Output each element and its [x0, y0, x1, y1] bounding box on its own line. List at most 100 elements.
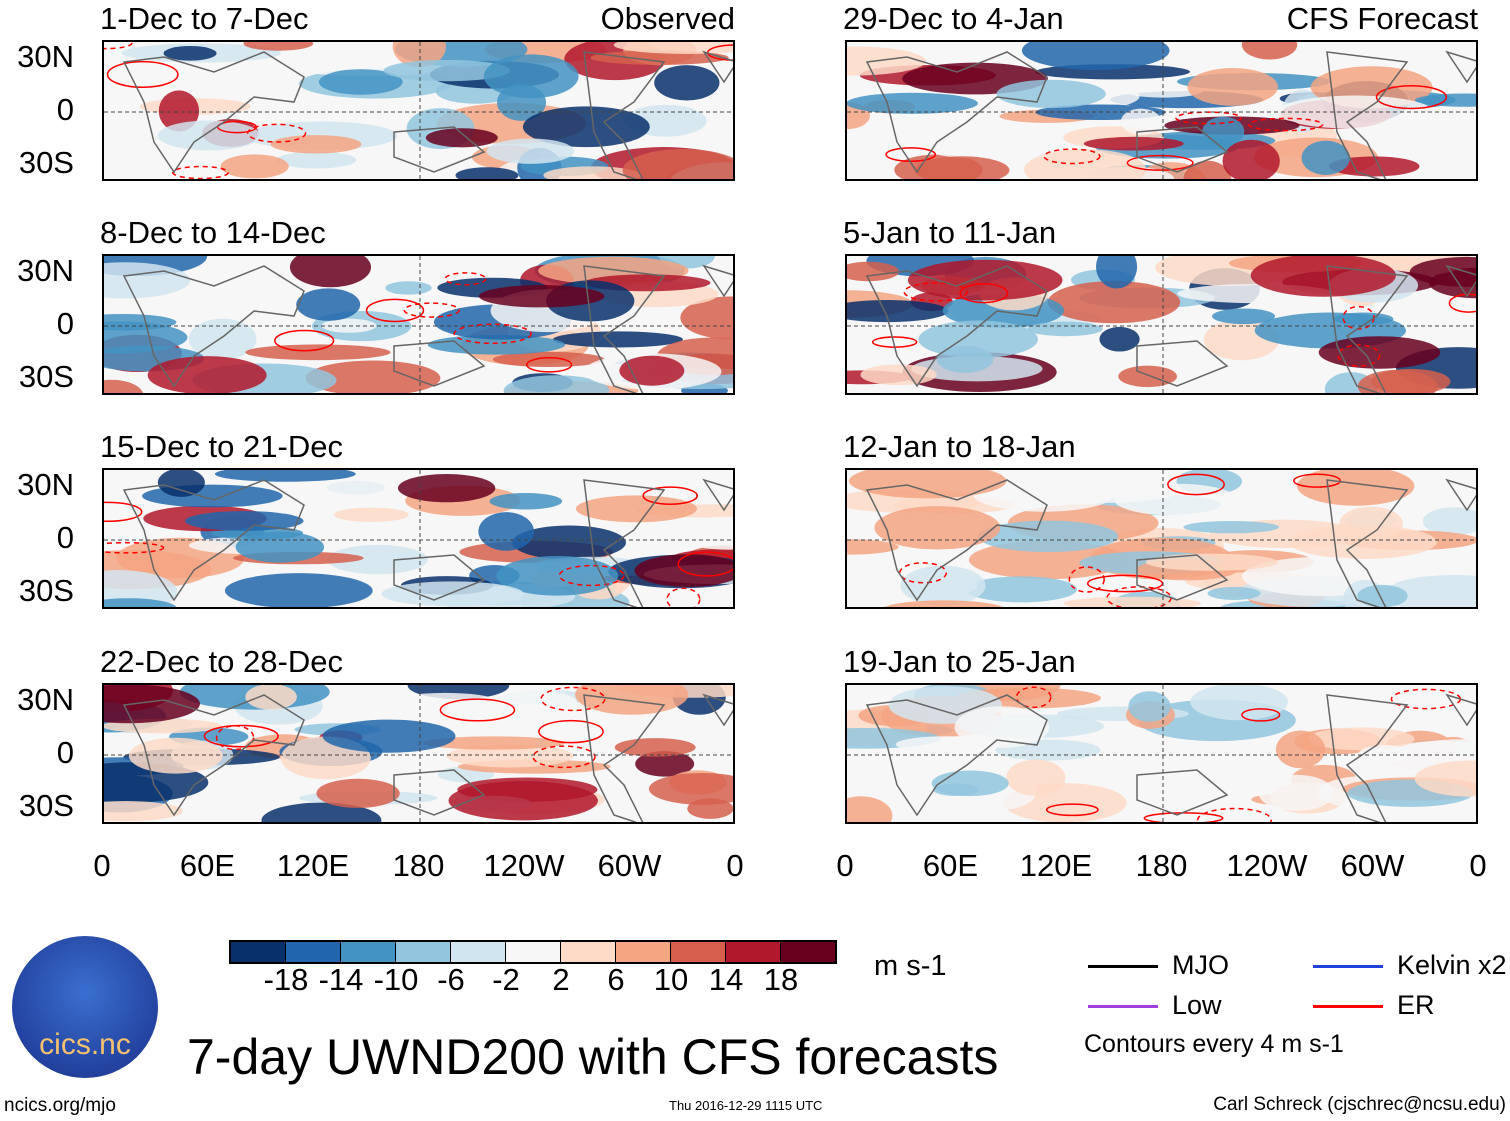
er-contour [403, 302, 460, 318]
lon-label: 120E [1019, 848, 1093, 883]
wind-anomaly-blob [965, 576, 1078, 603]
er-contour [274, 329, 335, 352]
lon-label: 120E [276, 848, 350, 883]
wind-anomaly-blob [1250, 256, 1396, 297]
wind-anomaly-blob [1241, 42, 1298, 60]
legend-label: MJO [1172, 950, 1229, 980]
wind-anomaly-blob [235, 531, 325, 563]
wind-anomaly-blob [954, 706, 1050, 748]
er-contour [959, 283, 1009, 304]
er-contour [526, 357, 573, 373]
wind-anomaly-blob [1128, 691, 1171, 722]
wind-anomaly-blob [327, 544, 428, 575]
wind-anomaly-blob [512, 525, 626, 560]
lat-label: 30N [17, 467, 74, 502]
wind-anomaly-blob [1006, 759, 1066, 796]
map-panel [102, 40, 735, 181]
lon-label: 0 [1469, 848, 1487, 883]
wind-anomaly-blob [383, 59, 511, 82]
footer-link: ncics.org/mjo [4, 1095, 116, 1116]
wind-anomaly-blob [478, 512, 534, 551]
wind-anomaly-blob [1318, 336, 1441, 369]
wind-anomaly-blob [270, 135, 362, 154]
wind-anomaly-blob [575, 685, 689, 715]
wind-anomaly-blob [680, 296, 733, 340]
er-contour [1167, 473, 1225, 496]
lon-label: 0 [836, 848, 854, 883]
lon-label: 60E [179, 848, 236, 883]
wind-anomaly-blob [243, 42, 314, 51]
wind-anomaly-blob [654, 65, 720, 101]
colorbar-tick: 14 [708, 962, 744, 997]
er-contour [106, 60, 179, 88]
wind-anomaly-blob [874, 506, 1001, 550]
wind-anomaly-blob [1414, 760, 1476, 797]
wind-anomaly-blob [1357, 584, 1408, 607]
er-contour [1045, 803, 1099, 817]
coastline [122, 478, 733, 607]
lon-label: 180 [392, 848, 445, 883]
legend-label: ER [1397, 990, 1435, 1020]
wind-anomaly-blob [1120, 108, 1162, 135]
colorbar-swatch [671, 942, 726, 962]
er-contour [246, 123, 307, 143]
uwnd-field [104, 685, 733, 822]
lon-label: 60W [1340, 848, 1405, 883]
lat-label: 0 [56, 92, 74, 127]
wind-anomaly-blob [1047, 281, 1181, 324]
lat-label: 0 [56, 306, 74, 341]
wind-anomaly-blob [157, 470, 205, 497]
wind-anomaly-blob [220, 154, 289, 179]
coastline [122, 50, 733, 179]
wind-anomaly-blob [478, 285, 605, 308]
wind-anomaly-blob [907, 259, 1063, 301]
coastline [122, 264, 733, 393]
wind-anomaly-blob [276, 151, 357, 169]
panel-title: 12-Jan to 18-Jan [843, 429, 1076, 464]
er-contour [203, 724, 279, 748]
wind-anomaly-blob [674, 516, 733, 550]
er-contour [540, 686, 606, 712]
wind-anomaly-blob [1301, 140, 1350, 175]
panel-title: 22-Dec to 28-Dec [100, 644, 343, 679]
lat-label: 0 [56, 520, 74, 555]
colorbar-tick: 2 [552, 962, 570, 997]
er-contour [1143, 812, 1224, 822]
wind-anomaly-blob [104, 262, 191, 299]
wind-anomaly-blob [1222, 139, 1280, 179]
panel-label: Observed [600, 1, 735, 36]
colorbar-swatch [396, 942, 451, 962]
wind-anomaly-blob [455, 167, 519, 179]
wind-anomaly-blob [322, 719, 456, 753]
wind-anomaly-blob [224, 573, 373, 607]
legend-line-kelvin-x2 [1313, 965, 1383, 968]
wind-anomaly-blob [687, 798, 733, 819]
wind-anomaly-blob [1358, 745, 1412, 763]
wind-anomaly-blob [914, 156, 1010, 179]
wind-anomaly-blob [1027, 321, 1103, 337]
er-contour [104, 42, 133, 50]
wind-anomaly-blob [1297, 470, 1415, 506]
wind-anomaly-blob [333, 507, 409, 522]
lat-label: 30S [18, 573, 74, 608]
wind-anomaly-blob [492, 351, 605, 368]
lat-label: 30N [17, 253, 74, 288]
wind-anomaly-blob [448, 781, 598, 821]
wind-anomaly-blob [486, 138, 575, 164]
er-contour [104, 501, 143, 523]
wind-anomaly-blob [104, 801, 183, 822]
wind-anomaly-blob [1024, 478, 1180, 503]
footer-author: Carl Schreck (cjschrec@ncsu.edu) [1213, 1094, 1506, 1115]
wind-anomaly-blob [397, 474, 496, 503]
wind-anomaly-blob [1063, 596, 1202, 607]
wind-anomaly-blob [296, 288, 361, 321]
er-contour [1043, 148, 1101, 165]
wind-anomaly-blob [936, 345, 994, 373]
wind-anomaly-blob [1083, 136, 1184, 151]
wind-anomaly-blob [503, 375, 610, 393]
uwnd-field [847, 42, 1476, 179]
wind-anomaly-blob [648, 772, 733, 805]
panel-title: 19-Jan to 25-Jan [843, 644, 1076, 679]
figure-title: 7-day UWND200 with CFS forecasts [187, 1029, 999, 1085]
uwnd-field [847, 685, 1476, 822]
